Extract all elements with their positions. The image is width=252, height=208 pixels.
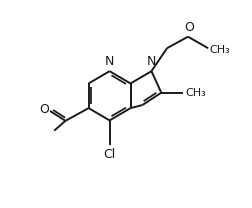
- Text: O: O: [39, 103, 49, 116]
- Text: N: N: [147, 55, 156, 68]
- Text: O: O: [184, 21, 194, 34]
- Text: CH₃: CH₃: [210, 45, 231, 55]
- Text: CH₃: CH₃: [185, 88, 206, 98]
- Text: N: N: [105, 55, 114, 68]
- Text: Cl: Cl: [104, 147, 116, 161]
